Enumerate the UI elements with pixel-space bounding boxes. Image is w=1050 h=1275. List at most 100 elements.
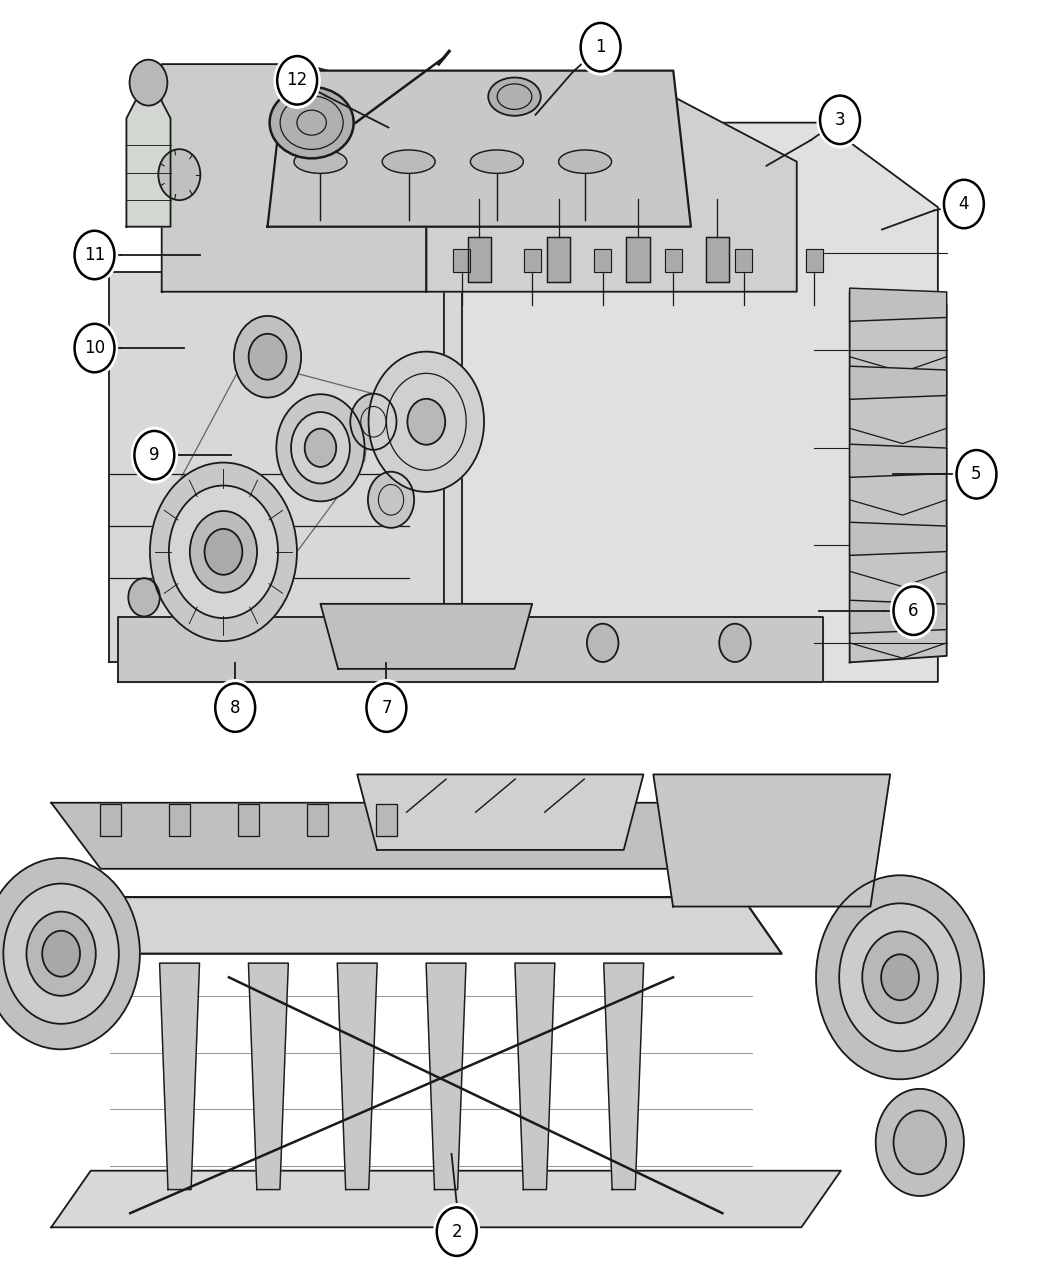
Bar: [100, 803, 121, 836]
Polygon shape: [118, 617, 823, 682]
Circle shape: [205, 529, 243, 575]
Bar: [735, 250, 752, 273]
Circle shape: [894, 1111, 946, 1174]
Ellipse shape: [382, 150, 435, 173]
Circle shape: [862, 931, 938, 1023]
Polygon shape: [426, 97, 797, 292]
Bar: [665, 250, 681, 273]
Circle shape: [839, 903, 961, 1051]
Circle shape: [578, 19, 624, 75]
Circle shape: [368, 472, 414, 528]
Polygon shape: [849, 523, 947, 556]
Circle shape: [953, 446, 1000, 502]
Polygon shape: [849, 366, 947, 399]
Bar: [169, 803, 190, 836]
Circle shape: [434, 1204, 480, 1260]
Bar: [308, 803, 329, 836]
Ellipse shape: [470, 150, 523, 173]
Polygon shape: [426, 963, 466, 1190]
Text: 4: 4: [959, 195, 969, 213]
Text: 3: 3: [835, 111, 845, 129]
Text: 2: 2: [452, 1223, 462, 1241]
Bar: [547, 237, 570, 282]
Bar: [100, 803, 121, 836]
Bar: [665, 250, 681, 273]
Circle shape: [71, 227, 118, 283]
Polygon shape: [320, 604, 532, 669]
Circle shape: [190, 511, 257, 593]
Polygon shape: [51, 898, 781, 954]
Circle shape: [363, 680, 410, 736]
Polygon shape: [849, 444, 947, 477]
Bar: [169, 803, 190, 836]
Circle shape: [304, 428, 336, 467]
Bar: [238, 803, 259, 836]
Polygon shape: [126, 93, 170, 227]
Bar: [308, 803, 329, 836]
Bar: [806, 250, 823, 273]
Text: 6: 6: [908, 602, 919, 620]
Bar: [735, 250, 752, 273]
Circle shape: [249, 334, 287, 380]
Circle shape: [587, 623, 618, 662]
Circle shape: [881, 954, 919, 1000]
Circle shape: [0, 858, 140, 1049]
Polygon shape: [653, 774, 890, 907]
Circle shape: [129, 60, 167, 106]
Circle shape: [169, 486, 278, 618]
Polygon shape: [162, 64, 426, 292]
Text: 7: 7: [381, 699, 392, 717]
Polygon shape: [337, 963, 377, 1190]
Bar: [547, 237, 570, 282]
Circle shape: [351, 394, 397, 450]
Bar: [376, 803, 397, 836]
Circle shape: [291, 412, 350, 483]
Circle shape: [150, 463, 297, 641]
Bar: [454, 250, 470, 273]
Polygon shape: [444, 122, 938, 682]
Text: 5: 5: [971, 465, 982, 483]
Circle shape: [128, 579, 160, 617]
Bar: [467, 237, 490, 282]
Circle shape: [159, 149, 201, 200]
Polygon shape: [849, 288, 947, 321]
Circle shape: [274, 52, 320, 108]
Text: 1: 1: [595, 38, 606, 56]
Polygon shape: [268, 70, 691, 227]
Ellipse shape: [270, 87, 354, 158]
Circle shape: [26, 912, 96, 996]
Bar: [627, 237, 650, 282]
Polygon shape: [249, 963, 289, 1190]
Circle shape: [369, 352, 484, 492]
Text: 8: 8: [230, 699, 240, 717]
Circle shape: [817, 92, 863, 148]
Circle shape: [131, 427, 177, 483]
Bar: [454, 250, 470, 273]
Bar: [594, 250, 611, 273]
Bar: [706, 237, 729, 282]
Ellipse shape: [294, 150, 346, 173]
Circle shape: [276, 394, 364, 501]
Circle shape: [816, 875, 984, 1079]
Circle shape: [3, 884, 119, 1024]
Circle shape: [407, 399, 445, 445]
Polygon shape: [109, 273, 462, 663]
Circle shape: [71, 320, 118, 376]
Text: 11: 11: [84, 246, 105, 264]
Polygon shape: [849, 601, 947, 634]
Polygon shape: [514, 963, 554, 1190]
Bar: [467, 237, 490, 282]
Bar: [376, 803, 397, 836]
Bar: [524, 250, 541, 273]
Bar: [706, 237, 729, 282]
Circle shape: [890, 583, 937, 639]
Ellipse shape: [559, 150, 611, 173]
Ellipse shape: [488, 78, 541, 116]
Bar: [627, 237, 650, 282]
Polygon shape: [849, 292, 947, 663]
Text: 9: 9: [149, 446, 160, 464]
Bar: [594, 250, 611, 273]
Text: 12: 12: [287, 71, 308, 89]
Circle shape: [941, 176, 987, 232]
Bar: [238, 803, 259, 836]
